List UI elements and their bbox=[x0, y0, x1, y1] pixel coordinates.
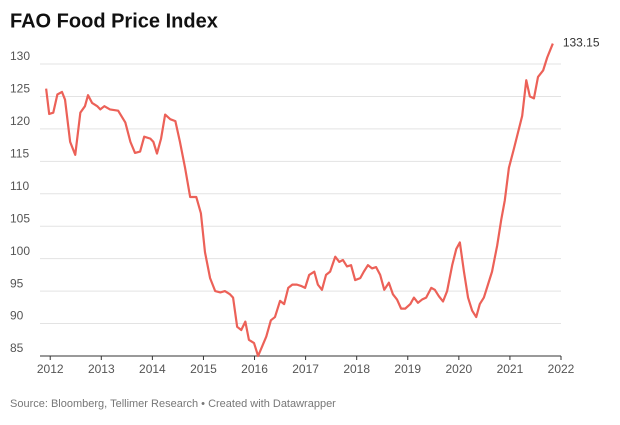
y-tick-label: 110 bbox=[10, 179, 29, 193]
y-tick-label: 95 bbox=[10, 276, 24, 290]
x-tick-label: 2021 bbox=[497, 362, 524, 376]
line bbox=[45, 43, 554, 358]
x-tick-label: 2012 bbox=[37, 362, 64, 376]
x-tick-label: 2019 bbox=[394, 362, 421, 376]
y-tick-label: 120 bbox=[10, 114, 30, 128]
y-tick-label: 130 bbox=[10, 49, 30, 63]
x-tick-label: 2022 bbox=[548, 362, 575, 376]
y-tick-label: 125 bbox=[10, 82, 30, 96]
chart-title: FAO Food Price Index bbox=[10, 10, 218, 32]
value-label: 133.15 bbox=[563, 36, 600, 50]
y-tick-label: 100 bbox=[10, 244, 30, 258]
y-tick-label: 105 bbox=[10, 211, 30, 225]
x-tick-label: 2018 bbox=[343, 362, 370, 376]
x-tick-label: 2014 bbox=[139, 362, 166, 376]
y-tick-label: 90 bbox=[10, 309, 24, 323]
x-tick-label: 2016 bbox=[241, 362, 268, 376]
x-tick-label: 2020 bbox=[445, 362, 472, 376]
source: Source: Bloomberg, Tellimer Research • C… bbox=[10, 398, 336, 410]
x-tick-label: 2013 bbox=[88, 362, 115, 376]
x-tick-label: 2017 bbox=[292, 362, 319, 376]
y-tick-label: 85 bbox=[10, 341, 24, 355]
x-tick-label: 2015 bbox=[190, 362, 217, 376]
y-tick-label: 115 bbox=[10, 147, 29, 161]
